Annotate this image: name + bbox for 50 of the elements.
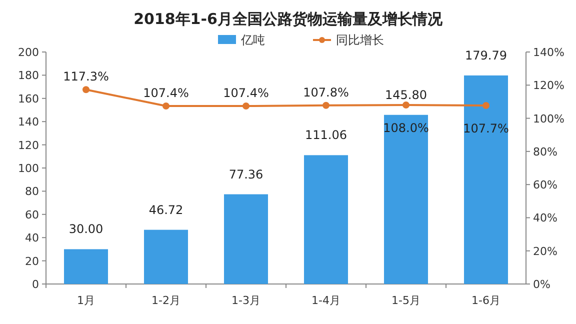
legend-label: 亿吨 <box>240 33 265 47</box>
x-tick-label: 1-4月 <box>312 294 340 307</box>
data-label: 107.4% <box>143 86 189 100</box>
y-tick-label: 60 <box>25 208 39 222</box>
legend-label: 同比增长 <box>336 33 384 47</box>
bar <box>304 155 348 284</box>
bar <box>464 75 508 284</box>
data-label: 117.3% <box>63 70 109 84</box>
point <box>322 102 330 109</box>
data-label: 107.4% <box>223 86 269 100</box>
point <box>482 102 490 110</box>
point <box>242 102 250 110</box>
x-tick-label: 1-5月 <box>392 294 420 307</box>
x-tick-label: 1月 <box>77 294 95 307</box>
y2-tick-label: 40% <box>533 212 558 225</box>
chart-title: 2018年1-6月全国公路货物运输量及增长情况 <box>134 10 444 28</box>
bar <box>224 194 268 284</box>
y2-tick-label: 80% <box>533 145 558 158</box>
y-tick-label: 180 <box>18 69 39 82</box>
y-tick-label: 100 <box>18 162 39 175</box>
y2-tick-label: 140% <box>533 46 564 59</box>
data-label: 30.00 <box>68 222 104 236</box>
data-label: 107.8% <box>303 85 349 100</box>
y2-tick-label: 120% <box>533 79 564 92</box>
y-tick-label: 120 <box>18 138 39 152</box>
y-tick-label: 200 <box>18 46 39 59</box>
data-label: 77.36 <box>228 167 264 182</box>
y2-tick-label: 60% <box>533 178 558 192</box>
y-tick-label: 40 <box>25 232 39 245</box>
point <box>82 86 90 94</box>
y2-tick-label: 100% <box>533 112 564 126</box>
data-label: 46.72 <box>148 202 184 217</box>
x-tick-label: 1-2月 <box>152 294 180 307</box>
y-tick-label: 140 <box>18 116 39 129</box>
point <box>402 102 410 109</box>
x-tick-label: 1-3月 <box>232 294 260 307</box>
y-tick-label: 0 <box>32 278 39 291</box>
point <box>162 102 170 110</box>
y2-tick-label: 20% <box>533 244 558 258</box>
data-label: 145.80 <box>385 88 427 102</box>
data-label: 111.06 <box>305 128 347 142</box>
y-tick-label: 20 <box>25 254 39 268</box>
y2-tick-label: 0% <box>533 278 550 291</box>
y-tick-label: 80 <box>25 185 39 198</box>
x-tick-label: 1-6月 <box>472 294 500 307</box>
bar <box>384 114 428 284</box>
y-tick-label: 160 <box>18 92 39 106</box>
data-label: 179.79 <box>465 48 507 62</box>
bar <box>64 249 108 284</box>
bar <box>144 230 188 284</box>
